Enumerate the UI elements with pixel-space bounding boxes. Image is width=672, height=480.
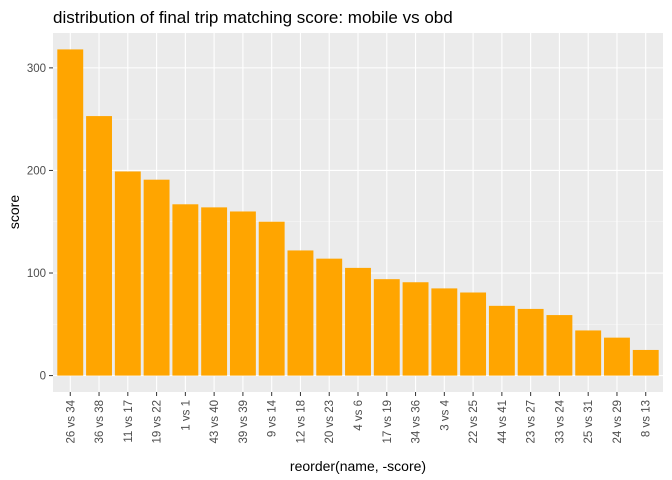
bar-20 — [604, 337, 630, 376]
bar-17 — [517, 308, 544, 376]
bar-14 — [431, 288, 458, 376]
bar-19 — [575, 330, 602, 376]
x-tick-label: 33 vs 24 — [554, 399, 566, 443]
y-axis: 0 100 200 300 — [27, 63, 53, 383]
x-axis: 26 vs 34 36 vs 38 11 vs 17 19 vs 22 1 vs 1 43… — [65, 392, 653, 443]
bar-4 — [143, 179, 170, 376]
x-tick-label: 25 vs 31 — [583, 400, 595, 443]
x-tick-label: 44 vs 41 — [497, 400, 509, 443]
bar-11 — [345, 267, 371, 376]
bar-2 — [86, 116, 112, 376]
x-tick-label: 12 vs 18 — [295, 400, 307, 443]
bar-7 — [229, 211, 256, 376]
x-tick-label: 39 vs 39 — [238, 400, 250, 443]
bar-9 — [287, 250, 314, 376]
x-tick-label: 23 vs 27 — [526, 400, 538, 443]
bar-12 — [373, 279, 400, 376]
x-tick-label: 8 vs 13 — [641, 400, 653, 437]
x-tick-label: 4 vs 6 — [353, 400, 365, 431]
x-tick-label: 19 vs 22 — [152, 400, 164, 443]
x-tick-label: 36 vs 38 — [94, 400, 106, 443]
x-tick-label: 24 vs 29 — [612, 400, 624, 443]
bar-21 — [632, 349, 659, 376]
bar-13 — [402, 282, 429, 376]
chart-title: distribution of final trip matching scor… — [53, 8, 453, 27]
x-tick-label: 20 vs 23 — [324, 400, 336, 443]
x-tick-label: 43 vs 40 — [209, 400, 221, 443]
y-tick-label: 0 — [40, 371, 46, 383]
bar-16 — [488, 305, 515, 376]
y-tick-label: 300 — [27, 63, 46, 75]
y-tick-label: 200 — [27, 165, 46, 177]
bar-1 — [57, 49, 84, 376]
x-tick-label: 1 vs 1 — [180, 400, 192, 431]
bar-3 — [114, 171, 141, 376]
bars — [57, 49, 659, 376]
bar-10 — [316, 258, 343, 376]
x-tick-label: 9 vs 14 — [267, 399, 279, 437]
x-tick-label: 26 vs 34 — [65, 399, 77, 443]
bar-8 — [258, 221, 285, 376]
bar-15 — [460, 292, 487, 376]
bar-6 — [201, 207, 228, 376]
y-axis-title: score — [6, 195, 22, 229]
bar-18 — [546, 315, 573, 376]
x-tick-label: 11 vs 17 — [123, 400, 135, 443]
bar-5 — [172, 204, 199, 376]
x-tick-label: 34 vs 36 — [411, 400, 423, 443]
x-tick-label: 17 vs 19 — [382, 400, 394, 443]
x-tick-label: 22 vs 25 — [468, 400, 480, 443]
x-tick-label: 3 vs 4 — [439, 399, 451, 430]
y-tick-label: 100 — [27, 268, 46, 280]
x-axis-title: reorder(name, -score) — [290, 458, 426, 474]
